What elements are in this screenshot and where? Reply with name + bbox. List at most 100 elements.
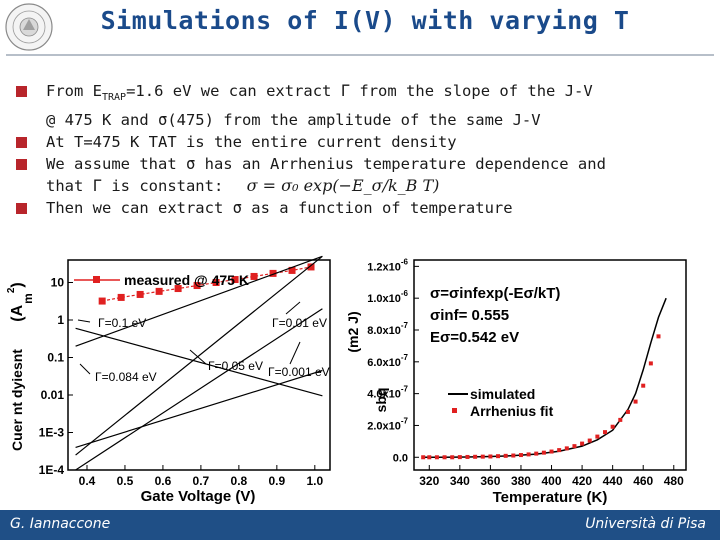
data-point-arrhenius [427, 455, 432, 460]
x-tick-label: 0.9 [268, 474, 285, 488]
data-point-arrhenius [587, 438, 592, 443]
y-tick-label: 1.2x10-6 [367, 257, 408, 273]
bullet-square-icon [16, 137, 27, 149]
legend-marker-arrhenius [452, 408, 457, 413]
footer-bar [0, 510, 720, 540]
x-tick-label: 0.7 [193, 474, 210, 488]
data-point-arrhenius [526, 452, 531, 457]
data-point-arrhenius [457, 455, 462, 460]
y-tick-label: 1 [57, 313, 64, 327]
data-point-arrhenius [496, 454, 501, 459]
y-tick-label: 8.0x10-7 [367, 321, 408, 337]
series-gamma-line-3 [75, 255, 323, 456]
bullet-item: We assume that σ has an Arrhenius temper… [14, 153, 714, 197]
y-tick-label: 1.0x10-6 [367, 289, 408, 305]
series-gamma-line-1 [75, 255, 323, 347]
annotation-gamma-0.01: Γ=0.01 eV [272, 316, 327, 330]
arrhenius-formula: σ = σ₀ exp(−E_σ/k_B T) [246, 176, 440, 196]
annotation-gamma-0.084: Γ=0.084 eV [95, 370, 157, 384]
data-point-arrhenius [480, 454, 485, 459]
series-gamma-line-5 [75, 369, 323, 448]
y-tick-label: 0.0 [393, 452, 408, 464]
bullet-item: From ETRAP=1.6 eV we can extract Γ from … [14, 80, 714, 131]
y-tick-label: 2.0x10-7 [367, 416, 408, 432]
data-point-arrhenius [488, 454, 493, 459]
jv-y-axis-label: Cuer nt dyiesnt (Am2) [6, 282, 35, 451]
y-tick-label: 1E-4 [39, 463, 65, 477]
data-point-arrhenius [633, 399, 638, 404]
y-tick-label: 6.0x10-7 [367, 353, 408, 369]
sigma-annotations: σ=σinfexp(-Eσ/kT) σinf= 0.555 Eσ=0.542 e… [430, 285, 560, 346]
sigma-x-axis-label: Temperature (K) [493, 489, 608, 506]
x-tick-label: 380 [511, 474, 531, 488]
data-point-measured [288, 266, 296, 274]
annotation-arrow [285, 301, 301, 315]
university-seal-logo [5, 3, 53, 51]
data-point-measured [250, 272, 258, 280]
data-point-measured [212, 279, 220, 286]
data-point-arrhenius [580, 441, 585, 446]
bullet-square-icon [16, 86, 27, 97]
footer-institution: Università di Pisa [585, 516, 706, 532]
bullet-square-icon [16, 203, 27, 215]
data-point-arrhenius [595, 434, 600, 439]
data-point-arrhenius [465, 454, 470, 459]
data-point-arrhenius [518, 453, 523, 458]
annotation-model: σ=σinfexp(-Eσ/kT) [430, 285, 560, 302]
jv-legend: measured @ 475 K [74, 272, 249, 288]
data-point-measured [193, 282, 201, 290]
sigma-legend: simulated Arrhenius fit [448, 386, 554, 419]
data-point-measured [269, 269, 277, 277]
sigma-temperature-chart: 320 340 360 380 400 420 440 460 480 0.0 2.0x10-7 4.… [345, 257, 687, 506]
annotation-gamma-0.1: Γ=0.1 eV [98, 316, 146, 330]
data-point-arrhenius [473, 454, 478, 459]
data-point-measured [136, 290, 144, 298]
legend-label-measured: measured @ 475 K [124, 272, 249, 288]
jv-chart: 0.4 0.5 0.6 0.7 0.8 0.9 1.01010.10.011E-31E-4 … [6, 255, 331, 505]
data-point-arrhenius [503, 453, 508, 458]
y-tick-label: 10 [51, 276, 65, 290]
annotation-arrow [77, 319, 91, 323]
data-point-arrhenius [656, 334, 661, 339]
sigma-y-axis-label: (m2 J) [345, 311, 361, 352]
x-tick-label: 340 [450, 474, 470, 488]
sigma-plot-area [421, 297, 667, 460]
y-tick-label: 4.0x10-7 [367, 385, 408, 401]
data-point-arrhenius [625, 409, 630, 414]
data-point-measured [174, 285, 182, 293]
x-tick-label: 0.4 [79, 474, 96, 488]
y-tick-label: 0.1 [47, 351, 64, 365]
x-tick-label: 460 [633, 474, 653, 488]
annotation-arrow [79, 363, 91, 375]
data-point-arrhenius [648, 361, 653, 366]
bullet-item: Then we can extract σ as a function of t… [14, 197, 714, 219]
data-point-arrhenius [534, 451, 539, 456]
legend-marker-measured [93, 276, 100, 283]
data-point-arrhenius [564, 446, 569, 451]
data-point-measured [117, 293, 125, 301]
footer-author: G. Iannaccone [10, 516, 111, 532]
series-gamma-line-4 [75, 308, 323, 471]
x-tick-label: 0.8 [231, 474, 248, 488]
data-point-measured [98, 297, 106, 305]
svg-text:(Am2): (Am2) [6, 282, 35, 321]
data-point-arrhenius [610, 424, 615, 429]
bullet-list: From ETRAP=1.6 eV we can extract Γ from … [14, 80, 714, 219]
sigma-y-axis-garbled: sbq [373, 388, 389, 413]
x-tick-label: 1.0 [306, 474, 323, 488]
x-tick-label: 400 [542, 474, 562, 488]
sigma-axes: 320 340 360 380 400 420 440 460 480 0.0 2.0x10-7 4.… [367, 257, 687, 488]
x-tick-label: 360 [480, 474, 500, 488]
data-point-arrhenius [434, 455, 439, 460]
data-point-arrhenius [541, 450, 546, 455]
data-point-arrhenius [557, 448, 562, 453]
legend-label-simulated: simulated [470, 386, 535, 402]
slide-title: Simulations of I(V) with varying T [100, 6, 630, 35]
data-point-arrhenius [572, 444, 577, 449]
data-point-measured [231, 276, 239, 284]
annotation-gamma-0.05: Γ=0.05 eV [208, 359, 263, 373]
data-point-arrhenius [421, 455, 426, 460]
legend-label-arrhenius: Arrhenius fit [470, 403, 554, 419]
y-tick-label: 1E-3 [39, 426, 65, 440]
x-tick-label: 420 [572, 474, 592, 488]
